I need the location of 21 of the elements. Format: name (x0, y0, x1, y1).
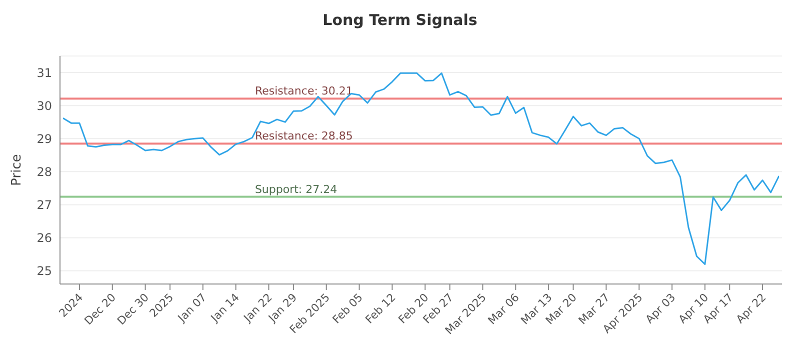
line-series (63, 72, 779, 265)
y-tick-label: 29 (36, 132, 52, 146)
y-tick-label: 26 (36, 231, 52, 245)
y-tick-label: 30 (36, 98, 52, 113)
x-tick-label: Feb 05 (330, 290, 366, 326)
ref-line-label: Resistance: 30.21 (254, 84, 353, 98)
x-tick-label: Mar 06 (486, 290, 522, 328)
y-tick-label: 28 (36, 164, 52, 179)
y-tick-label: 27 (36, 198, 52, 212)
ref-line-label: Resistance: 28.85 (254, 130, 353, 143)
x-tick-label: Apr 22 (734, 290, 769, 326)
y-tick-label: 25 (36, 264, 52, 278)
x-tick-label: Feb 12 (362, 290, 398, 326)
x-tick-label: Jan 07 (174, 290, 210, 326)
y-axis-title: Price (10, 154, 25, 186)
chart-title: Long Term Signals (322, 10, 478, 31)
x-tick-label: Apr 03 (643, 290, 678, 326)
y-tick-label: 31 (36, 66, 52, 80)
x-tick-label: Jan 14 (208, 290, 242, 326)
x-tick-label: Dec 20 (82, 290, 118, 328)
ref-line-label: Support: 27.24 (254, 182, 338, 196)
